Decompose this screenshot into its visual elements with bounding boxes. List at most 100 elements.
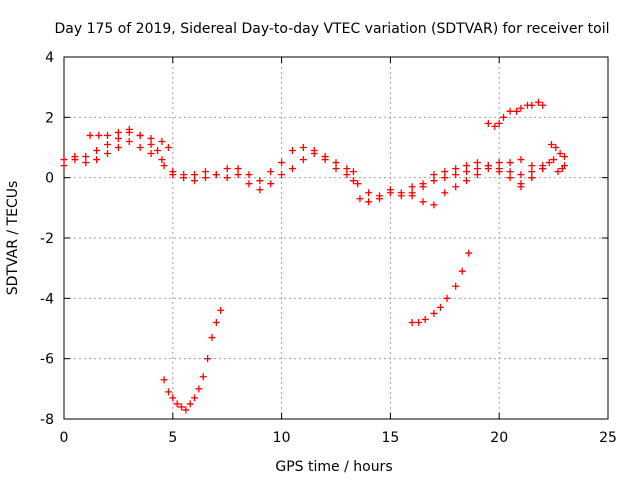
data-point — [104, 131, 112, 139]
data-point — [528, 174, 536, 182]
data-point — [408, 192, 416, 200]
data-point — [114, 128, 122, 136]
data-point — [458, 267, 466, 275]
data-point — [160, 162, 168, 170]
data-point — [376, 195, 384, 203]
data-point — [95, 131, 103, 139]
data-point — [517, 171, 525, 179]
data-point — [534, 98, 542, 106]
data-point — [191, 394, 199, 402]
data-point — [500, 113, 508, 121]
data-point — [208, 334, 216, 342]
y-tick-label: 2 — [45, 110, 54, 126]
data-point — [60, 156, 68, 164]
series-track-c — [86, 125, 172, 151]
data-point — [547, 140, 555, 148]
data-point — [495, 159, 503, 167]
data-point — [349, 177, 357, 185]
data-point — [365, 198, 373, 206]
data-point — [299, 144, 307, 151]
data-point — [415, 318, 423, 326]
y-tick-label: -6 — [40, 352, 54, 368]
data-point — [441, 168, 449, 176]
data-point — [343, 171, 351, 179]
data-point — [556, 150, 564, 158]
data-point — [356, 195, 364, 203]
axis-ticks: 0 5 10 15 20 25 -8 -6 -4 -2 0 2 4 — [40, 50, 617, 446]
y-tick-label: 4 — [45, 50, 54, 66]
series-track-l — [408, 249, 473, 326]
data-point — [160, 376, 168, 384]
data-point — [223, 165, 231, 173]
data-point — [256, 177, 264, 185]
data-point — [201, 168, 209, 176]
y-tick-label: 0 — [45, 171, 54, 187]
data-point — [223, 174, 231, 182]
data-point — [164, 388, 172, 396]
data-point — [158, 137, 166, 145]
data-point — [191, 177, 199, 185]
data-point — [136, 144, 144, 151]
data-point — [452, 165, 460, 173]
data-point — [463, 168, 471, 176]
x-tick-label: 0 — [60, 430, 69, 446]
data-point — [217, 306, 225, 314]
data-point — [191, 171, 199, 179]
data-point — [288, 147, 296, 155]
data-point — [397, 189, 405, 197]
x-tick-label: 5 — [168, 430, 177, 446]
data-point — [365, 189, 373, 197]
series-track-d — [354, 159, 553, 200]
data-point — [245, 180, 253, 188]
data-point — [71, 153, 79, 161]
data-point — [182, 406, 190, 414]
data-point — [114, 144, 122, 151]
data-point — [506, 168, 514, 176]
data-point — [299, 156, 307, 164]
x-tick-label: 25 — [599, 430, 617, 446]
data-point — [349, 168, 357, 176]
grid — [64, 57, 608, 419]
y-axis-label: SDTVAR / TECUs — [5, 181, 21, 296]
data-point — [82, 153, 90, 161]
data-point — [517, 156, 525, 164]
data-point — [463, 177, 471, 185]
data-point — [136, 131, 144, 139]
series-track-e — [356, 156, 547, 209]
data-point — [552, 144, 560, 151]
data-point — [463, 162, 471, 170]
data-point — [332, 159, 340, 167]
data-point — [408, 318, 416, 326]
y-tick-label: -4 — [40, 291, 54, 307]
data-point — [321, 153, 329, 161]
data-point — [60, 162, 68, 170]
data-point — [528, 168, 536, 176]
data-point — [513, 107, 521, 115]
data-point — [164, 144, 172, 151]
series-track-f — [408, 159, 536, 191]
data-point — [93, 147, 101, 155]
data-point — [186, 400, 194, 408]
data-point — [484, 162, 492, 170]
series-track-g — [484, 98, 547, 130]
data-point — [545, 159, 553, 167]
data-point — [443, 294, 451, 302]
data-point — [201, 174, 209, 182]
data-point — [421, 315, 429, 323]
data-point — [114, 134, 122, 142]
data-point — [430, 177, 438, 185]
data-point — [506, 159, 514, 167]
data-point — [419, 180, 427, 188]
x-tick-label: 10 — [273, 430, 291, 446]
data-point — [386, 189, 394, 197]
data-point — [278, 159, 286, 167]
data-point — [491, 122, 499, 130]
data-point — [178, 403, 186, 411]
data-point — [104, 140, 112, 148]
data-point — [256, 186, 264, 194]
data-point — [204, 355, 212, 363]
data-point — [147, 150, 155, 158]
data-point — [473, 165, 481, 173]
series-track-a — [60, 128, 357, 185]
data-point — [452, 171, 460, 179]
